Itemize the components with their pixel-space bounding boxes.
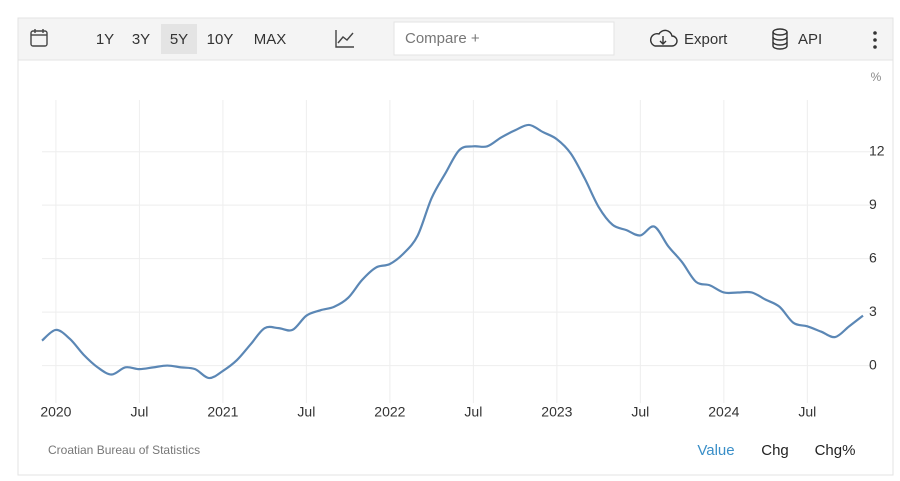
plot: 0 3 6 9 12 2020 Jul 2021 Jul 2022 Jul 2023 Jul 2024 Ju… <box>40 100 885 420</box>
range-button[interactable]: 1Y <box>96 31 114 48</box>
calendar-icon[interactable] <box>30 29 48 47</box>
x-tick-label: 2024 <box>708 404 739 420</box>
y-tick-label: 0 <box>869 356 877 372</box>
export-button[interactable]: Export <box>684 31 728 48</box>
y-unit: % <box>871 70 882 84</box>
x-tick-label: Jul <box>631 404 649 420</box>
y-tick-label: 3 <box>869 303 877 319</box>
range-button[interactable]: 5Y <box>170 31 188 48</box>
compare-placeholder: Compare + <box>405 30 480 47</box>
x-tick-label: 2023 <box>541 404 572 420</box>
export-icon[interactable] <box>649 29 678 47</box>
x-tick-label: Jul <box>297 404 315 420</box>
range-button[interactable]: 3Y <box>132 31 150 48</box>
y-tick-label: 6 <box>869 249 877 265</box>
tab[interactable]: Chg% <box>815 442 856 459</box>
data-line <box>41 123 864 380</box>
x-tick-label: 2022 <box>374 404 405 420</box>
x-tick-label: Jul <box>464 404 482 420</box>
compare-input[interactable] <box>393 21 615 56</box>
range-button[interactable]: MAX <box>254 31 287 48</box>
x-tick-label: Jul <box>798 404 816 420</box>
menu-icon[interactable] <box>873 31 877 49</box>
range-button[interactable]: 10Y <box>207 31 234 48</box>
frame <box>17 17 894 476</box>
active-range <box>161 24 197 54</box>
x-tick-label: 2021 <box>207 404 238 420</box>
y-tick-label: 12 <box>869 142 885 158</box>
source: Croatian Bureau of Statistics <box>48 443 200 457</box>
x-tick-label: 2020 <box>40 404 71 420</box>
tab[interactable]: Chg <box>761 442 789 459</box>
tab[interactable]: Value <box>697 442 734 459</box>
chart-type-icon[interactable] <box>335 30 354 48</box>
y-tick-label: 9 <box>869 196 877 212</box>
api-button[interactable]: API <box>798 31 822 48</box>
x-tick-label: Jul <box>130 404 148 420</box>
api-icon[interactable] <box>772 28 788 50</box>
